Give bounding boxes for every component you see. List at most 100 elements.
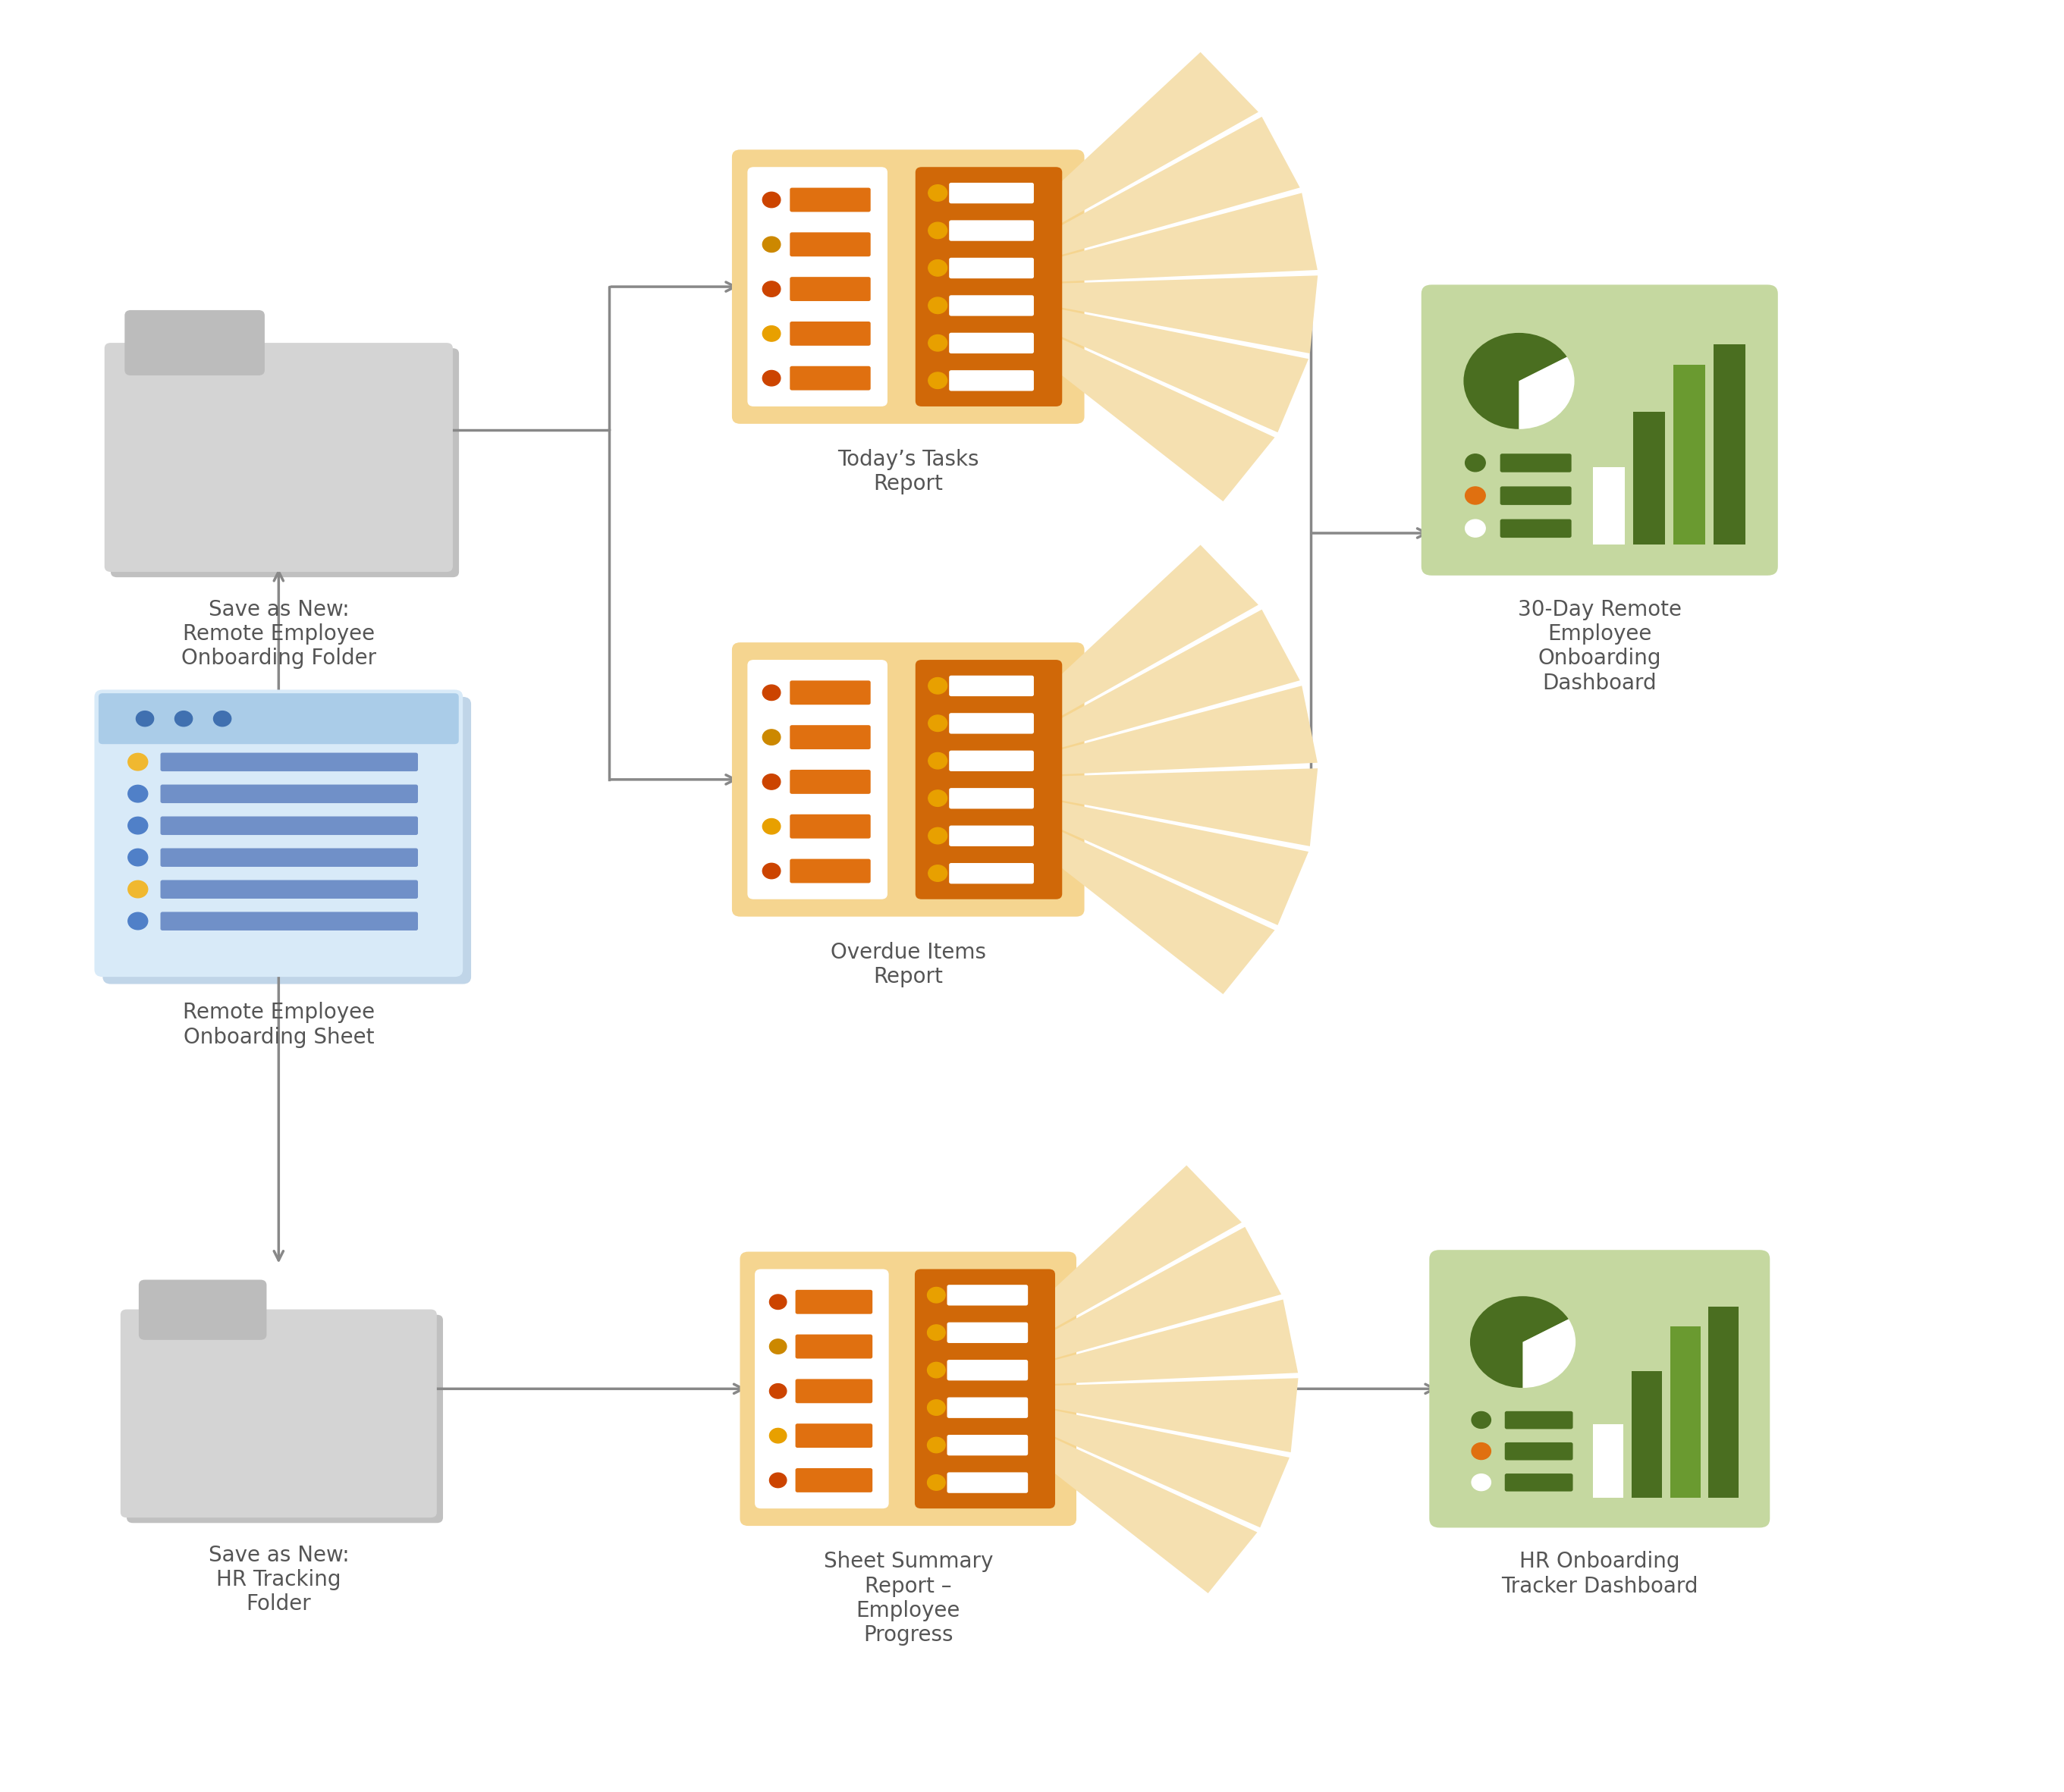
Circle shape: [762, 729, 780, 745]
FancyBboxPatch shape: [105, 342, 452, 572]
Circle shape: [128, 785, 149, 803]
Circle shape: [929, 297, 947, 314]
FancyBboxPatch shape: [947, 1435, 1028, 1455]
Wedge shape: [1463, 333, 1567, 428]
Circle shape: [929, 715, 947, 731]
Polygon shape: [949, 609, 1300, 780]
FancyBboxPatch shape: [795, 1290, 873, 1314]
Circle shape: [762, 192, 780, 208]
Circle shape: [770, 1428, 786, 1443]
Circle shape: [213, 711, 231, 726]
Circle shape: [929, 753, 947, 769]
Polygon shape: [949, 52, 1259, 287]
FancyBboxPatch shape: [949, 183, 1034, 204]
FancyBboxPatch shape: [126, 1315, 444, 1523]
FancyBboxPatch shape: [949, 713, 1034, 733]
FancyBboxPatch shape: [138, 1279, 266, 1340]
Circle shape: [1472, 1475, 1490, 1491]
FancyBboxPatch shape: [914, 1269, 1055, 1509]
Circle shape: [762, 326, 780, 340]
FancyBboxPatch shape: [949, 220, 1034, 240]
FancyBboxPatch shape: [916, 167, 1063, 407]
Circle shape: [770, 1473, 786, 1487]
FancyBboxPatch shape: [791, 278, 871, 301]
FancyBboxPatch shape: [161, 880, 417, 898]
Circle shape: [929, 677, 947, 694]
FancyBboxPatch shape: [795, 1468, 873, 1493]
FancyBboxPatch shape: [947, 1285, 1028, 1306]
FancyBboxPatch shape: [1713, 344, 1746, 545]
Polygon shape: [949, 287, 1309, 432]
Circle shape: [929, 260, 947, 276]
Circle shape: [1465, 453, 1486, 471]
FancyBboxPatch shape: [791, 771, 871, 794]
FancyBboxPatch shape: [1422, 285, 1777, 575]
FancyBboxPatch shape: [1631, 1371, 1662, 1498]
Polygon shape: [947, 1165, 1243, 1389]
Circle shape: [128, 880, 149, 898]
FancyBboxPatch shape: [916, 659, 1063, 900]
FancyBboxPatch shape: [791, 726, 871, 749]
FancyBboxPatch shape: [947, 1322, 1028, 1342]
Circle shape: [927, 1362, 945, 1378]
FancyBboxPatch shape: [99, 694, 458, 744]
FancyBboxPatch shape: [1709, 1306, 1738, 1498]
FancyBboxPatch shape: [949, 788, 1034, 808]
FancyBboxPatch shape: [103, 697, 471, 984]
Circle shape: [927, 1400, 945, 1416]
FancyBboxPatch shape: [111, 348, 458, 577]
Circle shape: [929, 335, 947, 351]
Polygon shape: [949, 287, 1276, 502]
FancyBboxPatch shape: [1670, 1326, 1701, 1498]
FancyBboxPatch shape: [161, 817, 417, 835]
Text: HR Onboarding
Tracker Dashboard: HR Onboarding Tracker Dashboard: [1501, 1550, 1699, 1597]
Polygon shape: [947, 1389, 1290, 1527]
FancyBboxPatch shape: [161, 753, 417, 771]
FancyBboxPatch shape: [747, 167, 888, 407]
FancyBboxPatch shape: [161, 848, 417, 867]
FancyBboxPatch shape: [1428, 1251, 1769, 1527]
Circle shape: [1472, 1412, 1490, 1428]
FancyBboxPatch shape: [1674, 364, 1705, 545]
FancyBboxPatch shape: [161, 912, 417, 930]
Polygon shape: [947, 1389, 1257, 1593]
Circle shape: [128, 912, 149, 930]
FancyBboxPatch shape: [949, 751, 1034, 771]
Text: Today’s Tasks
Report: Today’s Tasks Report: [838, 450, 978, 495]
FancyBboxPatch shape: [949, 826, 1034, 846]
Text: 30-Day Remote
Employee
Onboarding
Dashboard: 30-Day Remote Employee Onboarding Dashbo…: [1517, 599, 1682, 694]
Circle shape: [762, 864, 780, 878]
Circle shape: [762, 237, 780, 253]
FancyBboxPatch shape: [733, 643, 1084, 918]
Polygon shape: [947, 1299, 1298, 1389]
Wedge shape: [1519, 357, 1575, 428]
FancyBboxPatch shape: [949, 864, 1034, 883]
FancyBboxPatch shape: [791, 681, 871, 704]
FancyBboxPatch shape: [1505, 1410, 1573, 1428]
Text: Save as New:
HR Tracking
Folder: Save as New: HR Tracking Folder: [208, 1545, 349, 1615]
FancyBboxPatch shape: [791, 366, 871, 391]
FancyBboxPatch shape: [1501, 453, 1571, 473]
FancyBboxPatch shape: [949, 296, 1034, 315]
Circle shape: [770, 1294, 786, 1310]
Circle shape: [929, 790, 947, 806]
Circle shape: [929, 866, 947, 882]
FancyBboxPatch shape: [795, 1423, 873, 1448]
Circle shape: [128, 753, 149, 771]
Circle shape: [1472, 1443, 1490, 1459]
FancyBboxPatch shape: [124, 310, 264, 376]
Circle shape: [128, 817, 149, 833]
FancyBboxPatch shape: [949, 333, 1034, 353]
Wedge shape: [1523, 1319, 1575, 1387]
Circle shape: [762, 281, 780, 297]
Text: Sheet Summary
Report –
Employee
Progress: Sheet Summary Report – Employee Progress: [824, 1550, 993, 1645]
Circle shape: [770, 1339, 786, 1355]
FancyBboxPatch shape: [739, 1251, 1075, 1525]
FancyBboxPatch shape: [947, 1473, 1028, 1493]
FancyBboxPatch shape: [949, 371, 1034, 391]
FancyBboxPatch shape: [1505, 1473, 1573, 1491]
Polygon shape: [947, 1378, 1298, 1452]
FancyBboxPatch shape: [947, 1360, 1028, 1380]
FancyBboxPatch shape: [95, 690, 462, 977]
Circle shape: [929, 373, 947, 389]
